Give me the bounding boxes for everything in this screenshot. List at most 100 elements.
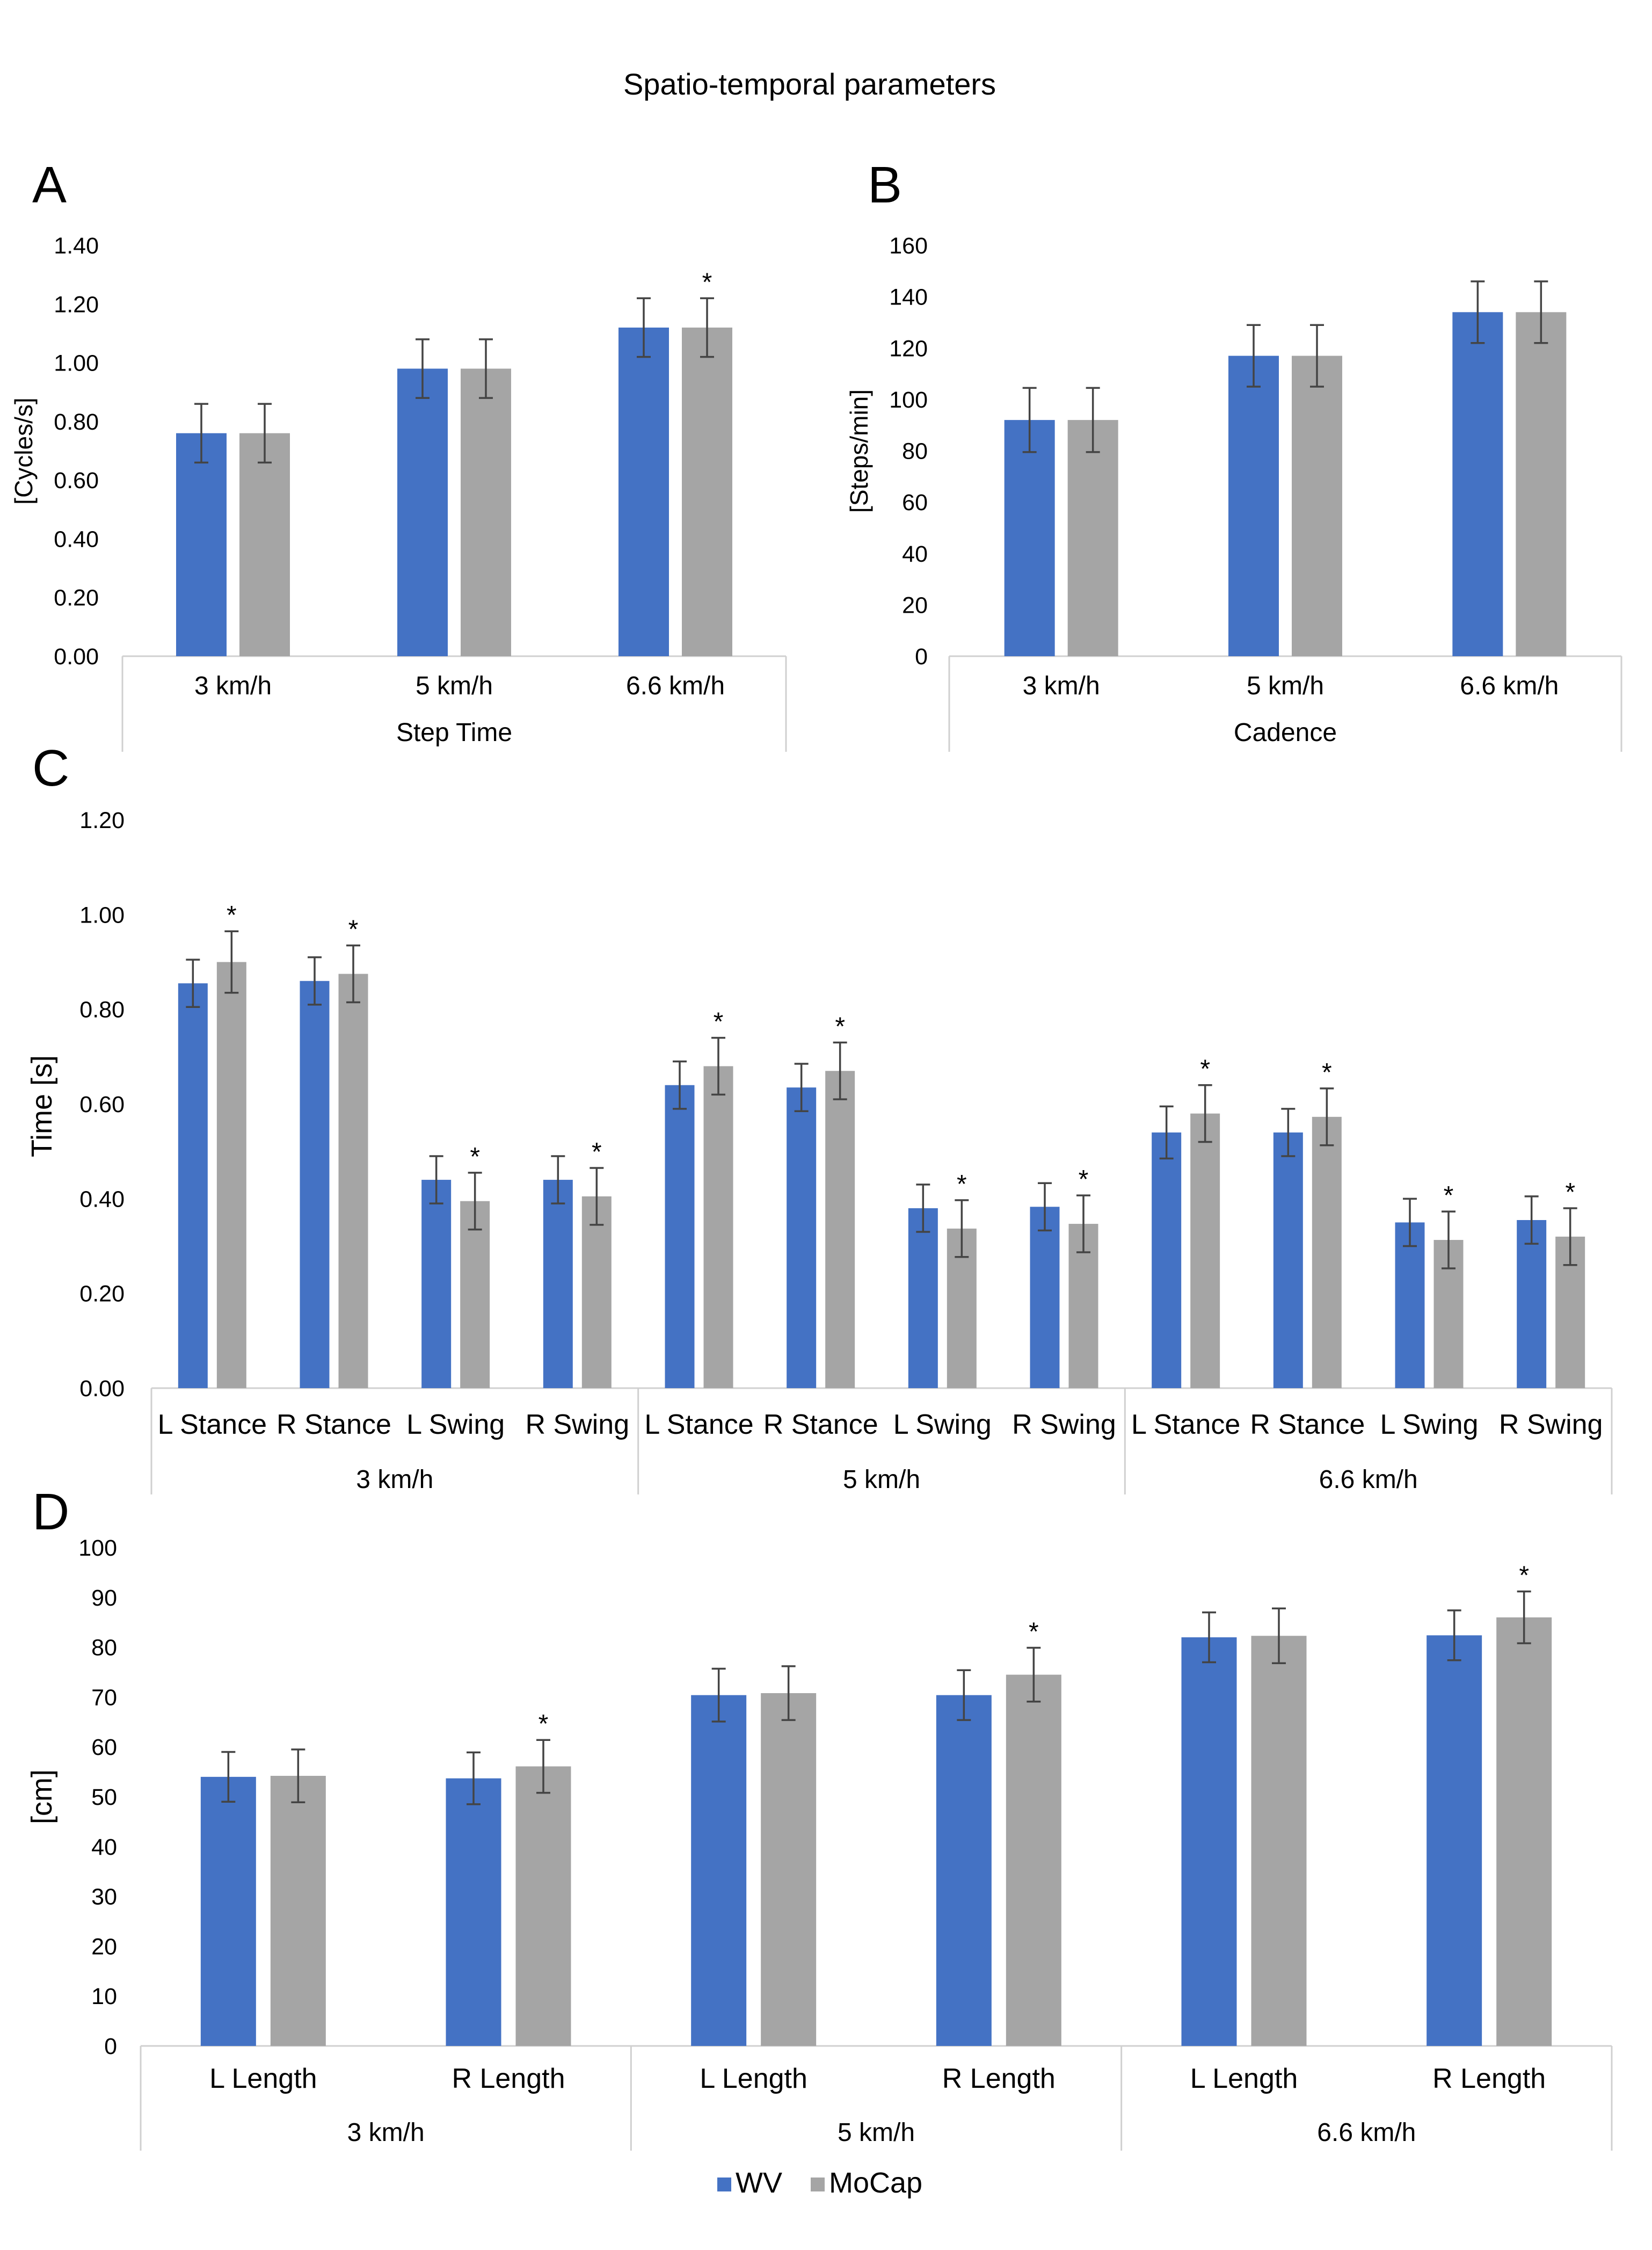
x-axis-label: Step Time xyxy=(396,718,512,747)
y-tick-label: 1.00 xyxy=(54,351,99,376)
panel-label: C xyxy=(32,739,69,797)
bar-wv xyxy=(908,1208,938,1388)
bar-mocap xyxy=(761,1693,817,2046)
bar-mocap xyxy=(581,1196,612,1388)
y-tick-label: 0.80 xyxy=(54,409,99,435)
category-label: L Length xyxy=(209,2063,317,2094)
group-label: 3 km/h xyxy=(356,1465,433,1494)
bar-wv xyxy=(1427,1635,1482,2046)
y-tick-label: 1.20 xyxy=(79,808,125,833)
bar-wv xyxy=(176,433,227,656)
bar-wv xyxy=(1395,1222,1425,1388)
bar-mocap xyxy=(825,1071,855,1388)
significance-marker: * xyxy=(1079,1165,1089,1194)
bar-wv xyxy=(543,1180,573,1388)
category-label: R Stance xyxy=(763,1409,878,1440)
bar-wv xyxy=(1004,420,1055,656)
category-label: L Stance xyxy=(644,1409,753,1440)
category-label: 3 km/h xyxy=(1023,672,1100,700)
legend-label-mocap: MoCap xyxy=(829,2167,922,2199)
bar-mocap xyxy=(270,1776,326,2046)
significance-marker: * xyxy=(702,268,712,296)
y-axis-label: [Steps/min] xyxy=(845,389,873,513)
bar-wv xyxy=(787,1087,817,1388)
bar-mocap xyxy=(1516,312,1567,656)
bar-mocap xyxy=(1067,420,1118,656)
bar-mocap xyxy=(515,1766,571,2046)
y-tick-label: 50 xyxy=(91,1784,117,1810)
y-tick-label: 0.80 xyxy=(79,997,125,1023)
y-tick-label: 0.20 xyxy=(79,1281,125,1307)
legend-label-wv: WV xyxy=(736,2167,782,2199)
category-label: 3 km/h xyxy=(194,672,272,700)
bar-wv xyxy=(178,983,208,1388)
legend-swatch-wv xyxy=(717,2178,731,2191)
y-tick-label: 70 xyxy=(91,1685,117,1710)
y-axis-label: [Cycles/s] xyxy=(10,397,38,504)
bar-mocap xyxy=(703,1066,733,1388)
y-tick-label: 120 xyxy=(889,336,928,361)
panel-d-step-length-chart: D 0 10 20 30 40 50 60 70 80 90 100 [cm] 3 km/h 5 km/h 6… xyxy=(26,1483,1613,2151)
y-tick-label: 20 xyxy=(902,592,928,618)
y-tick-label: 1.00 xyxy=(79,902,125,928)
significance-marker: * xyxy=(1444,1181,1454,1210)
bar-mocap xyxy=(338,974,368,1388)
y-tick-label: 100 xyxy=(889,387,928,413)
category-label: 5 km/h xyxy=(416,672,493,700)
y-tick-label: 20 xyxy=(91,1934,117,1959)
bar-wv xyxy=(446,1778,501,2046)
bar-wv xyxy=(665,1085,695,1388)
bar-mocap xyxy=(682,328,732,656)
significance-marker: * xyxy=(1200,1055,1210,1084)
significance-marker: * xyxy=(348,916,359,944)
y-tick-label: 40 xyxy=(902,541,928,567)
bar-wv xyxy=(200,1776,256,2046)
bar-wv xyxy=(1517,1220,1547,1388)
y-tick-label: 0 xyxy=(104,2034,117,2059)
significance-marker: * xyxy=(538,1710,549,1738)
bar-mocap xyxy=(1312,1116,1342,1388)
y-tick-label: 0.40 xyxy=(79,1186,125,1212)
significance-marker: * xyxy=(1519,1562,1529,1590)
bar-mocap xyxy=(1251,1636,1307,2046)
panel-label: D xyxy=(32,1483,69,1541)
category-label: L Stance xyxy=(1131,1409,1240,1440)
bar-wv xyxy=(1273,1132,1303,1388)
y-tick-label: 80 xyxy=(902,439,928,464)
y-tick-label: 0.40 xyxy=(54,526,99,552)
panel-c-stance-swing-chart: C 0.00 0.20 0.40 0.60 0.80 1.00 1.20 Time [s] 3 k… xyxy=(26,739,1613,1494)
y-tick-label: 1.40 xyxy=(54,233,99,259)
y-axis-label: [cm] xyxy=(26,1769,58,1824)
significance-marker: * xyxy=(227,901,237,930)
group-label: 6.6 km/h xyxy=(1319,1465,1418,1494)
y-tick-label: 0 xyxy=(915,644,928,670)
significance-marker: * xyxy=(957,1170,967,1199)
y-tick-label: 0.00 xyxy=(54,644,99,670)
bar-mocap xyxy=(1006,1674,1061,2046)
panel-label: A xyxy=(32,156,67,214)
panel-b-cadence-chart: B 0 20 40 60 80 100 120 140 160 [Steps/min] Cadence… xyxy=(845,156,1622,752)
bar-mocap xyxy=(1496,1617,1552,2046)
bar-wv xyxy=(300,981,330,1388)
category-label: R Length xyxy=(452,2063,565,2094)
y-tick-label: 30 xyxy=(91,1884,117,1910)
bar-mocap xyxy=(1292,355,1342,656)
y-tick-label: 0.00 xyxy=(79,1376,125,1402)
bar-mocap xyxy=(216,962,246,1388)
significance-marker: * xyxy=(1029,1618,1039,1646)
group-label: 5 km/h xyxy=(843,1465,920,1494)
category-label: R Length xyxy=(942,2063,1056,2094)
significance-marker: * xyxy=(592,1138,602,1166)
bar-wv xyxy=(1181,1637,1237,2046)
bar-mocap xyxy=(460,1201,490,1388)
bar-wv xyxy=(421,1180,452,1388)
group-label: 5 km/h xyxy=(838,2118,915,2147)
x-axis-label: Cadence xyxy=(1234,718,1337,747)
category-label: 5 km/h xyxy=(1247,672,1324,700)
y-tick-label: 10 xyxy=(91,1984,117,2009)
significance-marker: * xyxy=(1565,1178,1575,1207)
group-label: 6.6 km/h xyxy=(1317,2118,1416,2147)
category-label: L Swing xyxy=(893,1409,992,1440)
bar-wv xyxy=(691,1695,747,2046)
significance-marker: * xyxy=(470,1143,480,1171)
